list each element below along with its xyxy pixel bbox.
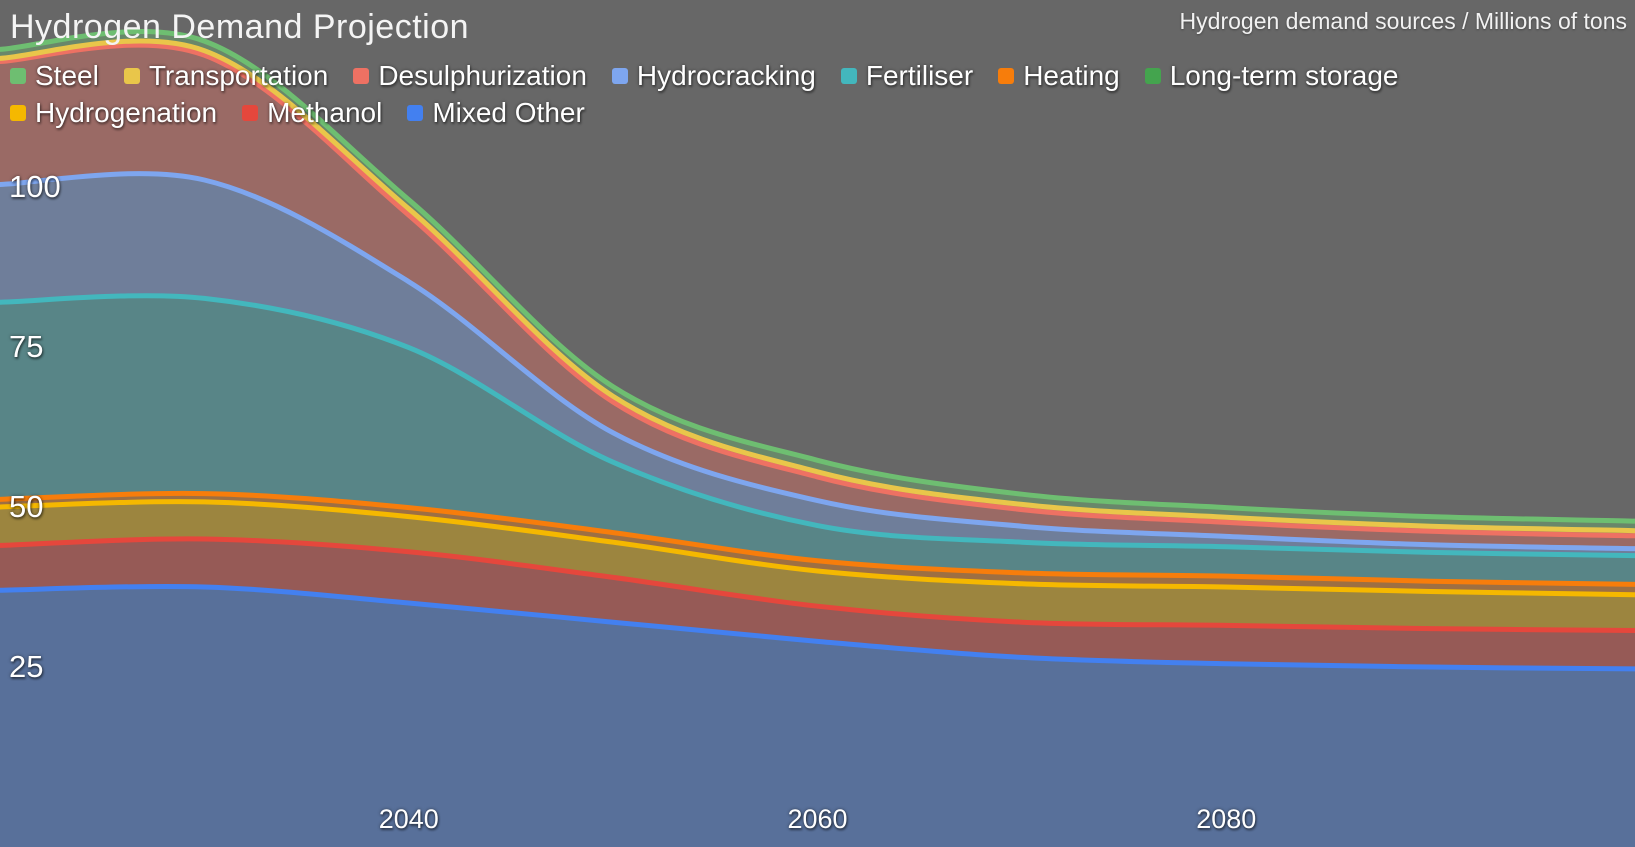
legend-swatch-icon [353,68,370,84]
y-tick-label: 75 [9,329,44,364]
legend-swatch-icon [840,68,857,84]
legend-label: Methanol [267,97,383,128]
area-hydrogenation [0,501,1635,631]
legend-label: Long-term storage [1169,60,1399,91]
x-tick-label: 2080 [1196,804,1257,834]
legend-swatch-icon [407,105,424,121]
y-tick-label: 25 [9,649,44,684]
line-heating [0,490,1635,587]
line-hydrocracking [0,171,1635,552]
area-fertiliser [0,295,1635,585]
legend-item-hydrogenation[interactable]: Hydrogenation [10,97,217,129]
area-hydrocracking [0,173,1635,556]
legend-swatch-icon [242,105,259,121]
legend-label: Desulphurization [378,60,587,91]
legend-label: Mixed Other [432,97,585,128]
legend-label: Hydrocracking [636,60,816,91]
chart-units-subtitle: Hydrogen demand sources / Millions of to… [1179,8,1627,34]
legend-label: Transportation [148,60,329,91]
area-desulphurization [0,45,1635,549]
line-hydrogenation [0,499,1635,598]
chart-title: Hydrogen Demand Projection [10,8,470,46]
legend-item-hydrocracking[interactable]: Hydrocracking [611,60,816,92]
line-steel [0,29,1635,524]
line-desulphurization [0,42,1635,539]
legend-swatch-icon [123,68,140,84]
legend-label: Fertiliser [865,60,974,91]
legend-swatch-icon [1144,68,1161,84]
legend-label: Heating [1023,60,1120,91]
legend-item-steel[interactable]: Steel [10,60,99,92]
line-transportation [0,38,1635,534]
area-heating [0,493,1635,595]
y-tick-label: 50 [9,489,44,524]
legend-item-fertiliser[interactable]: Fertiliser [840,60,974,92]
legend-item-desulphurization[interactable]: Desulphurization [353,60,587,92]
legend-item-heating[interactable]: Heating [998,60,1120,92]
legend-item-transportation[interactable]: Transportation [123,60,329,92]
y-tick-label: 100 [9,169,61,204]
area-methanol [0,538,1635,669]
line-methanol [0,536,1635,633]
line-mixed-other [0,583,1635,672]
legend-label: Hydrogenation [35,97,218,128]
legend-item-long-term-storage[interactable]: Long-term storage [1144,60,1399,92]
legend: Steel Transportation Desulphurization Hydro… [10,60,1621,129]
x-tick-label: 2040 [378,804,439,834]
line-fertiliser [0,293,1635,559]
legend-label: Steel [35,60,99,91]
legend-swatch-icon [611,68,628,84]
legend-swatch-icon [10,68,26,84]
legend-swatch-icon [998,68,1015,84]
area-mixed-other [0,586,1635,847]
x-tick-label: 2060 [787,804,848,834]
legend-swatch-icon [10,105,26,121]
legend-item-methanol[interactable]: Methanol [242,97,382,129]
legend-item-mixed-other[interactable]: Mixed Other [407,97,585,129]
